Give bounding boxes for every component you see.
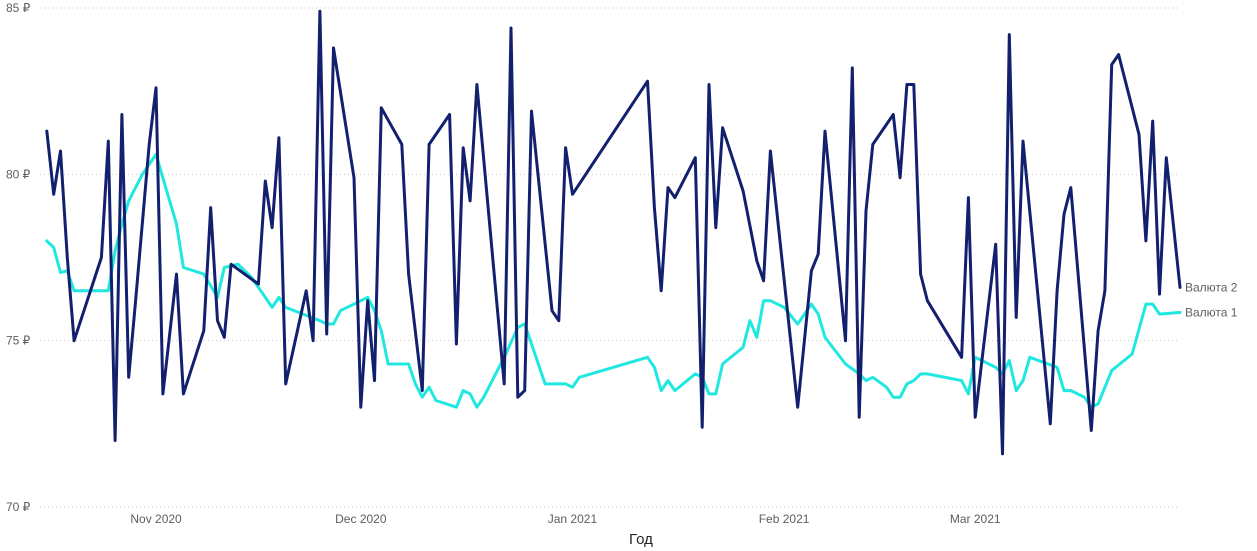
x-tick-label: Dec 2020 [335,512,387,526]
x-tick-label: Feb 2021 [759,512,810,526]
series-line-2 [45,9,1182,456]
y-tick-label: 80 ₽ [6,167,31,181]
x-tick-label: Jan 2021 [548,512,598,526]
series-end-labels: Валюта 1 Валюта 2 [1185,280,1238,319]
series-label-2: Валюта 2 [1185,280,1238,294]
x-tick-label: Mar 2021 [950,512,1001,526]
x-tick-label: Nov 2020 [130,512,182,526]
y-tick-label: 75 ₽ [6,334,31,348]
series-line-1 [45,152,1182,409]
series-lines [45,9,1182,456]
x-axis-title: Год [629,531,653,548]
series-label-1: Валюта 1 [1185,305,1238,319]
y-axis-ticks: 70 ₽ 75 ₽ 80 ₽ 85 ₽ [6,1,31,514]
y-tick-label: 85 ₽ [6,1,31,15]
y-tick-label: 70 ₽ [6,500,31,514]
x-axis-ticks: Nov 2020 Dec 2020 Jan 2021 Feb 2021 Mar 2021 [130,512,1001,526]
